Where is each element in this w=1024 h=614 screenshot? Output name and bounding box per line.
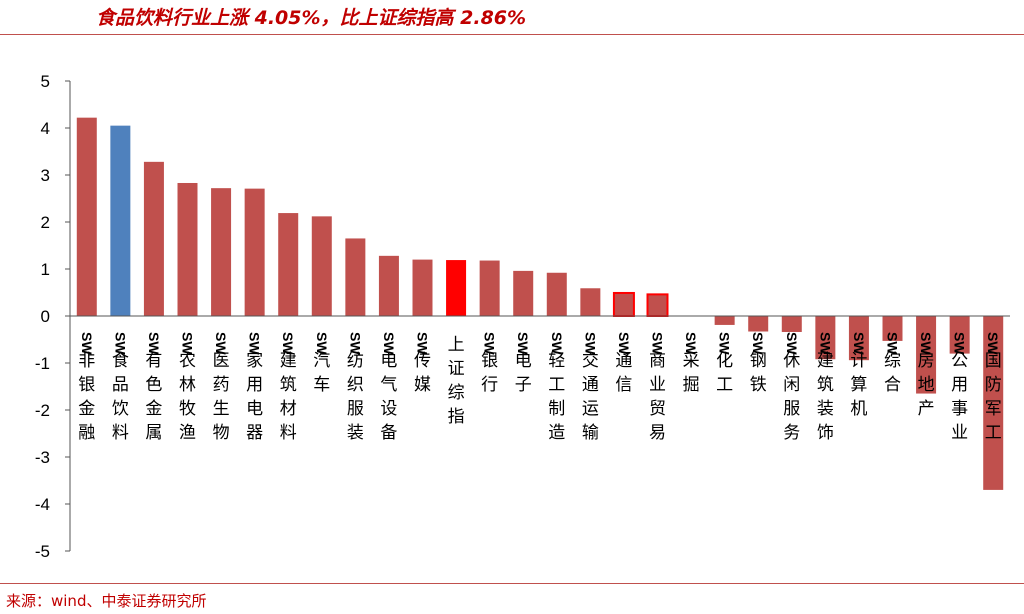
bar-15: [546, 272, 567, 316]
category-label-prefix: SW: [717, 332, 733, 355]
category-label-prefix: SW: [918, 332, 934, 355]
bar-4: [177, 182, 198, 316]
category-label: 医药生物: [213, 351, 230, 443]
category-label-prefix: SW: [347, 332, 363, 355]
category-label: 农林牧渔: [179, 351, 196, 443]
y-tick-label: -5: [35, 542, 50, 561]
y-tick-label: 3: [41, 166, 50, 185]
category-label-prefix: SW: [180, 332, 196, 355]
bar-5: [211, 188, 232, 316]
bar-8: [311, 216, 332, 316]
y-tick-label: 1: [41, 260, 50, 279]
category-label-prefix: SW: [817, 332, 833, 355]
category-label: 钢铁: [750, 351, 767, 395]
category-label-prefix: SW: [280, 332, 296, 355]
y-tick-label: -1: [35, 354, 50, 373]
category-label-prefix: SW: [146, 332, 162, 355]
category-label-prefix: SW: [952, 332, 968, 355]
category-label-prefix: SW: [985, 332, 1001, 355]
category-label: 休闲服务: [783, 351, 800, 443]
category-label: 建筑材料: [280, 351, 297, 443]
y-tick-label: 2: [41, 213, 50, 232]
category-label: 纺织服装: [347, 351, 364, 443]
category-label: 采掘: [683, 351, 700, 395]
bar-25: [882, 316, 903, 341]
bar-18: [646, 293, 669, 318]
category-label: 通信: [615, 351, 632, 395]
category-label: 国防军工: [985, 351, 1002, 443]
category-label-prefix: SW: [482, 332, 498, 355]
category-label-prefix: SW: [616, 332, 632, 355]
bar-22: [781, 316, 802, 332]
category-label-prefix: SW: [784, 332, 800, 355]
category-label: 家用电器: [246, 351, 263, 443]
bar-6: [244, 188, 265, 316]
bar-28: [983, 316, 1004, 490]
bar-1: [76, 117, 97, 316]
bar-12: [446, 260, 467, 316]
y-tick-label: -2: [35, 401, 50, 420]
bar-9: [345, 238, 366, 316]
category-label: 房地产: [918, 351, 935, 419]
category-label-prefix: SW: [750, 332, 766, 355]
category-label: 轻工制造: [548, 351, 565, 443]
y-tick-label: 5: [41, 72, 50, 91]
category-label-prefix: SW: [247, 332, 263, 355]
bar-3: [143, 161, 164, 316]
y-tick-label: -3: [35, 448, 50, 467]
category-label: 电子: [515, 351, 532, 395]
category-label: 食品饮料: [112, 351, 129, 443]
category-label-prefix: SW: [381, 332, 397, 355]
bar-chart: 543210-1-2-3-4-5SW非银金融SW食品饮料SW有色金属SW农林牧渔…: [35, 72, 1010, 561]
y-tick-label: 0: [41, 307, 50, 326]
footer-rule: [0, 583, 1024, 584]
header-rule: [0, 34, 1024, 35]
bar-27: [949, 316, 970, 354]
bar-10: [378, 255, 399, 316]
category-label-prefix: SW: [549, 332, 565, 355]
y-tick-label: 4: [41, 119, 50, 138]
category-label: 交通运输: [582, 351, 599, 443]
bar-20: [714, 316, 735, 325]
category-label: 综合: [884, 351, 901, 395]
category-label: 有色金属: [145, 351, 162, 443]
bar-7: [278, 213, 299, 316]
bar-11: [412, 259, 433, 316]
bar-16: [580, 288, 601, 316]
category-label: 传媒: [414, 351, 431, 395]
category-label-prefix: SW: [515, 332, 531, 355]
y-tick-label: -4: [35, 495, 50, 514]
category-label: 化工: [716, 351, 733, 395]
bar-17: [612, 291, 635, 318]
category-label-prefix: SW: [112, 332, 128, 355]
category-label-prefix: SW: [79, 332, 95, 355]
category-label-prefix: SW: [415, 332, 431, 355]
category-label-prefix: SW: [314, 332, 330, 355]
category-label: 公用事业: [951, 351, 968, 443]
category-label: 电气设备: [380, 351, 397, 443]
category-label-prefix: SW: [582, 332, 598, 355]
category-label: 非银金融: [78, 351, 95, 443]
category-label: 商业贸易: [649, 351, 666, 443]
source-note: 来源：wind、中泰证券研究所: [6, 592, 207, 610]
bar-2: [110, 125, 131, 317]
category-label-prefix: SW: [650, 332, 666, 355]
category-label-prefix: SW: [851, 332, 867, 355]
bar-14: [513, 270, 534, 316]
category-label: 上证综指: [448, 335, 465, 427]
bar-23: [815, 316, 836, 360]
category-label: 银行: [481, 351, 498, 395]
bar-13: [479, 260, 500, 316]
bar-24: [848, 316, 869, 361]
category-label-prefix: SW: [683, 332, 699, 355]
bar-26: [916, 316, 937, 394]
bar-21: [748, 316, 769, 332]
category-label-prefix: SW: [885, 332, 901, 355]
chart-title: 食品饮料行业上涨 4.05%，比上证综指高 2.86%: [96, 7, 527, 29]
category-label: 计算机: [850, 351, 867, 419]
category-label-prefix: SW: [213, 332, 229, 355]
category-label: 建筑装饰: [817, 351, 834, 443]
category-label: 汽车: [313, 351, 330, 395]
